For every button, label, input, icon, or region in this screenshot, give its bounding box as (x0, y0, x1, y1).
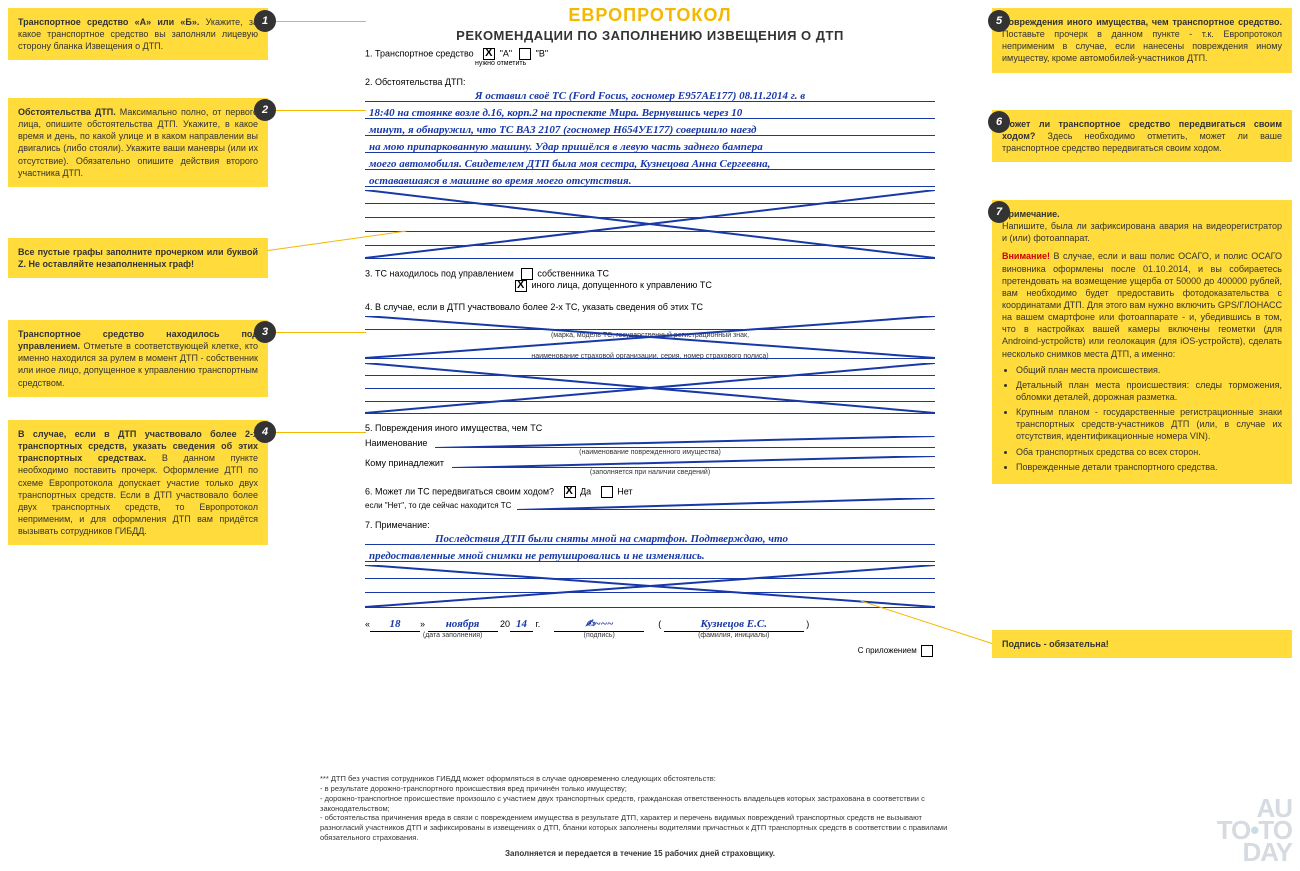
checkbox-attachment[interactable] (921, 645, 933, 657)
num-2: 2 (254, 99, 276, 121)
callout-3: Транспортное средство находилось под упр… (8, 320, 268, 397)
callout-z: Все пустые графы заполните прочерком или… (8, 238, 268, 278)
num-6: 6 (988, 111, 1010, 133)
crossed-2 (365, 190, 935, 258)
callout-4: В случае, если в ДТП участвовало более 2… (8, 420, 268, 545)
form: 1. Транспортное средство "А" "В" нужно о… (365, 48, 935, 657)
callout-1: Транспортное средство «А» или «Б». Укажи… (8, 8, 268, 60)
leader-4 (276, 432, 366, 433)
callout-2: Обстоятельства ДТП. Максимально полно, о… (8, 98, 268, 187)
checkbox-a[interactable] (483, 48, 495, 60)
callout-6: Может ли транспортное средство передвига… (992, 110, 1292, 162)
leader-2 (276, 110, 366, 111)
num-7: 7 (988, 201, 1010, 223)
signature-row: «18» ноября 2014 г.(дата заполнения) ✍︎~… (365, 617, 935, 639)
header: ЕВРОПРОТОКОЛ РЕКОМЕНДАЦИИ ПО ЗАПОЛНЕНИЮ … (370, 5, 930, 43)
checkbox-other[interactable] (515, 280, 527, 292)
title: ЕВРОПРОТОКОЛ (370, 5, 930, 26)
num-1: 1 (254, 10, 276, 32)
leader-3 (276, 332, 366, 333)
subtitle: РЕКОМЕНДАЦИИ ПО ЗАПОЛНЕНИЮ ИЗВЕЩЕНИЯ О Д… (370, 28, 930, 43)
callout-sig: Подпись - обязательна! (992, 630, 1292, 658)
section-6: 6. Может ли ТС передвигаться своим ходом… (365, 486, 935, 510)
checkbox-b[interactable] (519, 48, 531, 60)
num-5: 5 (988, 10, 1010, 32)
section-7: 7. Примечание: Последствия ДТП были снят… (365, 520, 935, 607)
checkbox-yes[interactable] (564, 486, 576, 498)
section-5: 5. Повреждения иного имущества, чем ТС Н… (365, 423, 935, 476)
num-4: 4 (254, 421, 276, 443)
watermark: AU TO•TO DAY (1217, 797, 1292, 863)
callout-7: Примечание. Напишите, была ли зафиксиров… (992, 200, 1292, 484)
section-4: 4. В случае, если в ДТП участвовало боле… (365, 302, 935, 413)
footer: *** ДТП без участия сотрудников ГИБДД мо… (320, 774, 960, 859)
num-3: 3 (254, 321, 276, 343)
section-2: 2. Обстоятельства ДТП: Я оставил своё ТС… (365, 77, 935, 258)
leader-1 (276, 21, 366, 22)
section-3: 3. ТС находилось под управлением собстве… (365, 268, 935, 292)
section-1: 1. Транспортное средство "А" "В" нужно о… (365, 48, 935, 67)
checkbox-no[interactable] (601, 486, 613, 498)
callout-5: Повреждения иного имущества, чем транспо… (992, 8, 1292, 73)
bullet-list: Общий план места происшествия. Детальный… (1016, 364, 1282, 473)
